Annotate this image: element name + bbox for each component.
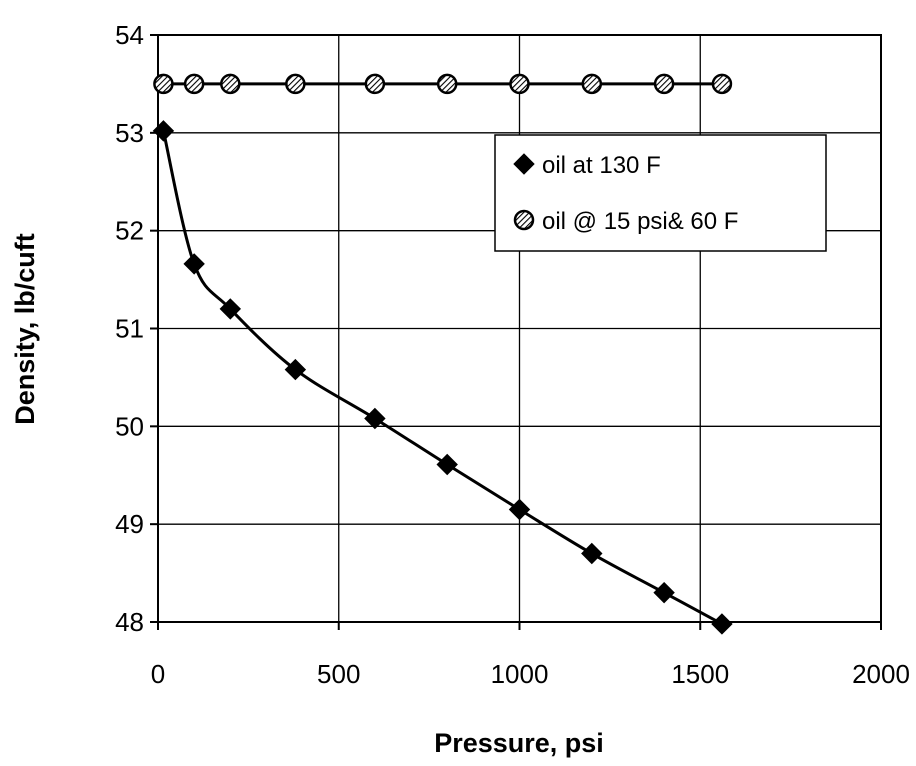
- series-1-point: [183, 253, 205, 275]
- series-1-point: [364, 407, 386, 430]
- series-1-point: [581, 542, 603, 565]
- series-2-point: [220, 73, 241, 95]
- y-tick-label: 53: [115, 118, 144, 148]
- series-1: [152, 120, 733, 635]
- legend-box: [494, 134, 827, 252]
- legend-items: oil at 130 F oil @ 15 psi& 60 F: [513, 152, 738, 235]
- y-axis-ticks: 48 49 50 51 52 53 54: [115, 20, 158, 637]
- series-1-point: [284, 358, 307, 381]
- legend-label-2: oil @ 15 psi& 60 F: [542, 208, 738, 235]
- x-tick-label: 500: [317, 659, 360, 689]
- x-tick-label: 2000: [852, 659, 910, 689]
- series-1-point: [152, 120, 175, 142]
- series-2-point: [183, 73, 205, 95]
- x-axis-ticks: 0 500 1000 1500 2000: [151, 622, 910, 689]
- series-1-point: [653, 581, 675, 604]
- y-tick-label: 48: [115, 607, 144, 637]
- y-tick-label: 54: [115, 20, 144, 50]
- series-1-point: [436, 453, 458, 476]
- series-2: [153, 73, 733, 95]
- y-tick-label: 51: [115, 314, 144, 344]
- series-1-point: [711, 613, 733, 635]
- series-2-point: [153, 73, 174, 95]
- legend-label-1: oil at 130 F: [542, 152, 661, 179]
- y-tick-label: 49: [115, 509, 144, 539]
- series-1-point: [508, 498, 531, 521]
- series-2-point: [653, 73, 675, 95]
- series-2-point: [581, 73, 603, 95]
- series-layer: [152, 73, 733, 635]
- series-2-point: [509, 73, 530, 95]
- legend-marker-1: [513, 153, 535, 175]
- series-1-point: [219, 298, 242, 320]
- y-tick-label: 50: [115, 411, 144, 441]
- series-2-point: [285, 73, 306, 95]
- x-axis-title: Pressure, psi: [434, 728, 604, 758]
- x-tick-label: 0: [151, 659, 165, 689]
- y-tick-label: 52: [115, 216, 144, 246]
- legend: oil at 130 F oil @ 15 psi& 60 F: [494, 134, 827, 252]
- y-axis-title: Density, lb/cuft: [10, 233, 40, 425]
- x-tick-label: 1500: [671, 659, 729, 689]
- series-2-point: [436, 73, 458, 95]
- series-1-line: [161, 130, 723, 626]
- x-tick-label: 1000: [491, 659, 549, 689]
- series-2-point: [364, 73, 386, 95]
- legend-marker-2: [513, 209, 535, 231]
- series-2-point: [711, 73, 733, 95]
- grid-lines: [157, 34, 882, 623]
